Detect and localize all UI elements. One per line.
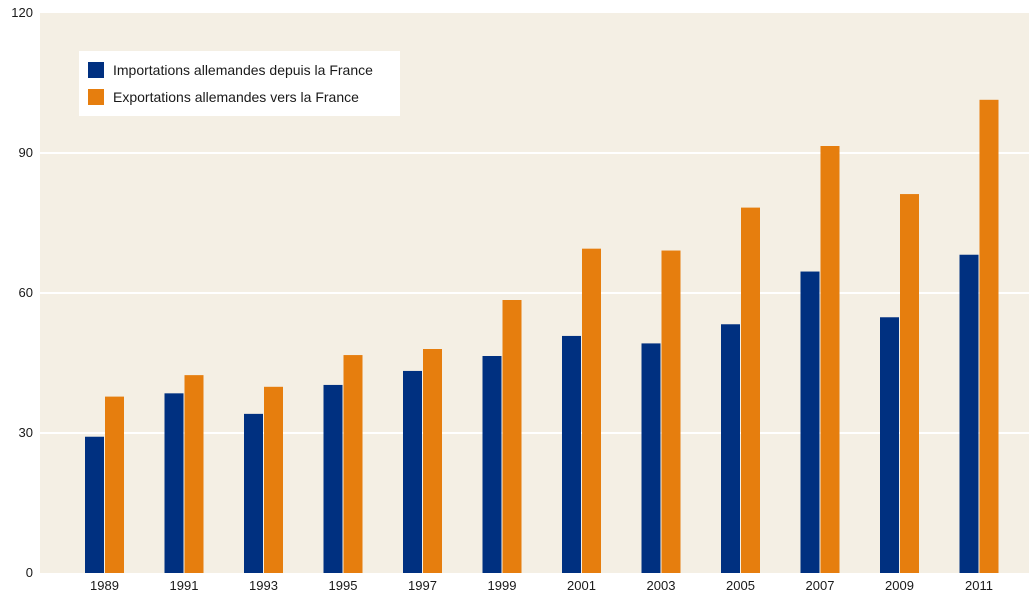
bar-importations <box>880 317 899 573</box>
legend-swatch <box>88 62 104 78</box>
bar-exportations <box>900 194 919 574</box>
x-tick-label: 1993 <box>249 578 278 593</box>
x-tick-label: 2003 <box>647 578 676 593</box>
legend: Importations allemandes depuis la France… <box>79 51 400 116</box>
gridlines <box>40 152 1029 434</box>
x-tick-label: 1989 <box>90 578 119 593</box>
x-tick-label: 2007 <box>806 578 835 593</box>
bar-importations <box>164 393 184 573</box>
y-tick-label: 90 <box>19 145 33 160</box>
y-tick-label: 120 <box>11 5 33 20</box>
x-tick-label: 1999 <box>488 578 517 593</box>
bars <box>85 99 999 574</box>
legend-swatch <box>88 89 104 105</box>
bar-importations <box>800 271 820 573</box>
y-tick-label: 0 <box>26 565 33 580</box>
bar-exportations <box>264 386 283 573</box>
y-tick-label: 30 <box>19 425 33 440</box>
bar-exportations <box>184 375 204 573</box>
bar-exportations <box>661 250 681 574</box>
bar-exportations <box>979 99 999 574</box>
bar-importations <box>85 436 104 573</box>
x-tick-label: 1995 <box>329 578 358 593</box>
bar-importations <box>721 324 740 573</box>
y-tick-label: 60 <box>19 285 33 300</box>
x-tick-label: 2001 <box>567 578 596 593</box>
bar-exportations <box>105 396 124 573</box>
bar-importations <box>562 335 581 573</box>
bar-importations <box>482 356 502 573</box>
x-tick-label: 2009 <box>885 578 914 593</box>
bar-importations <box>244 413 263 573</box>
x-axis-tick-labels: 1989 1991 1993 1995 1997 1999 2001 2003 2005 2007… <box>90 578 993 593</box>
x-tick-label: 2005 <box>726 578 755 593</box>
bar-importations <box>959 254 979 573</box>
legend-box <box>79 51 400 116</box>
x-tick-label: 1991 <box>170 578 199 593</box>
x-tick-label: 1997 <box>408 578 437 593</box>
bar-exportations <box>502 300 522 573</box>
bar-exportations <box>741 207 760 573</box>
legend-label: Importations allemandes depuis la France <box>113 62 373 78</box>
bar-importations <box>641 343 661 573</box>
x-tick-label: 2011 <box>965 578 993 593</box>
y-axis-tick-labels: 0 30 60 90 120 <box>11 5 33 580</box>
bar-importations <box>403 370 422 573</box>
bar-exportations <box>820 146 840 573</box>
bar-exportations <box>423 349 442 573</box>
bar-exportations <box>582 248 601 573</box>
bar-exportations <box>343 355 363 573</box>
bar-importations <box>323 384 343 573</box>
legend-label: Exportations allemandes vers la France <box>113 89 359 105</box>
